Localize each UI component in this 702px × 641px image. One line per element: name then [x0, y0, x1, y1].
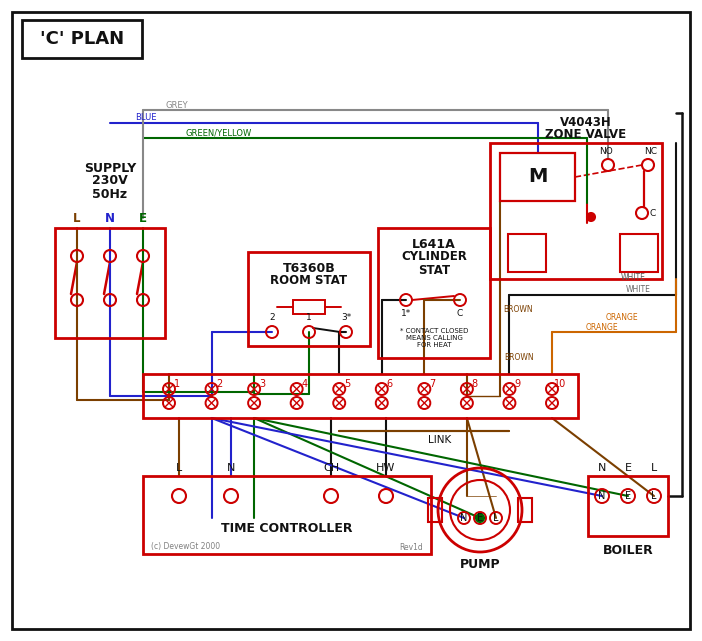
Text: HW: HW	[376, 463, 396, 473]
Text: T6360B: T6360B	[283, 262, 336, 274]
Text: N: N	[105, 212, 115, 224]
Text: BROWN: BROWN	[504, 353, 534, 363]
Text: L: L	[651, 491, 657, 501]
Text: CYLINDER: CYLINDER	[401, 251, 467, 263]
Text: E: E	[477, 513, 483, 523]
Text: M: M	[529, 167, 548, 187]
Bar	[293, 300, 325, 314]
Text: 'C' PLAN: 'C' PLAN	[40, 30, 124, 48]
Text: 3*: 3*	[341, 313, 351, 322]
Bar	[55, 228, 165, 338]
Bar	[248, 252, 370, 346]
Bar	[143, 476, 431, 554]
Bar	[620, 234, 658, 272]
Text: (c) DevewGt 2000: (c) DevewGt 2000	[151, 542, 220, 551]
Text: L641A: L641A	[412, 238, 456, 251]
Text: E: E	[139, 212, 147, 224]
Text: Rev1d: Rev1d	[399, 542, 423, 551]
Text: WHITE: WHITE	[621, 274, 646, 283]
Text: ORANGE: ORANGE	[586, 322, 618, 331]
Text: 3: 3	[259, 379, 265, 389]
Text: V4043H: V4043H	[560, 117, 612, 129]
Text: L: L	[176, 463, 182, 473]
Text: 10: 10	[554, 379, 566, 389]
Text: ZONE VALVE: ZONE VALVE	[545, 128, 627, 142]
Bar	[143, 374, 578, 418]
Text: 6: 6	[387, 379, 393, 389]
Text: 2: 2	[269, 313, 274, 322]
Text: N: N	[461, 513, 468, 523]
Bar	[490, 143, 662, 279]
Text: NO: NO	[599, 147, 613, 156]
Bar	[508, 234, 546, 272]
Text: N: N	[598, 463, 607, 473]
Text: SUPPLY: SUPPLY	[84, 162, 136, 174]
Text: 230V: 230V	[92, 174, 128, 188]
Text: TIME CONTROLLER: TIME CONTROLLER	[221, 522, 352, 535]
Text: 1*: 1*	[401, 308, 411, 317]
Text: 5: 5	[344, 379, 350, 389]
Text: L: L	[73, 212, 81, 224]
Text: C: C	[457, 308, 463, 317]
Text: BOILER: BOILER	[602, 544, 654, 556]
Text: 50Hz: 50Hz	[93, 188, 128, 201]
Bar	[22, 20, 142, 58]
Bar	[500, 153, 575, 201]
Text: N: N	[598, 491, 606, 501]
Text: BLUE: BLUE	[135, 113, 157, 122]
Text: NC: NC	[644, 147, 658, 156]
Text: GREY: GREY	[165, 101, 187, 110]
Text: CH: CH	[323, 463, 339, 473]
Text: ROOM STAT: ROOM STAT	[270, 274, 347, 288]
Text: L: L	[494, 513, 498, 523]
Text: 1: 1	[174, 379, 180, 389]
Text: 2: 2	[216, 379, 223, 389]
Circle shape	[587, 213, 595, 221]
Bar	[378, 228, 490, 358]
Text: LINK: LINK	[428, 435, 451, 445]
Text: BROWN: BROWN	[503, 306, 533, 315]
Text: 8: 8	[472, 379, 478, 389]
Bar	[518, 498, 532, 522]
Text: C: C	[650, 208, 656, 217]
Text: 1: 1	[306, 313, 312, 322]
Text: ORANGE: ORANGE	[606, 313, 639, 322]
Text: N: N	[227, 463, 235, 473]
Text: STAT: STAT	[418, 263, 450, 276]
Text: L: L	[651, 463, 657, 473]
Text: 9: 9	[515, 379, 520, 389]
Text: 4: 4	[302, 379, 307, 389]
Text: GREEN/YELLOW: GREEN/YELLOW	[185, 128, 251, 138]
Bar	[428, 498, 442, 522]
Bar	[588, 476, 668, 536]
Text: PUMP: PUMP	[460, 558, 501, 572]
Text: WHITE: WHITE	[626, 285, 651, 294]
Text: 7: 7	[429, 379, 435, 389]
Circle shape	[476, 514, 484, 522]
Text: * CONTACT CLOSED
MEANS CALLING
FOR HEAT: * CONTACT CLOSED MEANS CALLING FOR HEAT	[400, 328, 468, 348]
Text: E: E	[625, 463, 632, 473]
Text: E: E	[625, 491, 631, 501]
